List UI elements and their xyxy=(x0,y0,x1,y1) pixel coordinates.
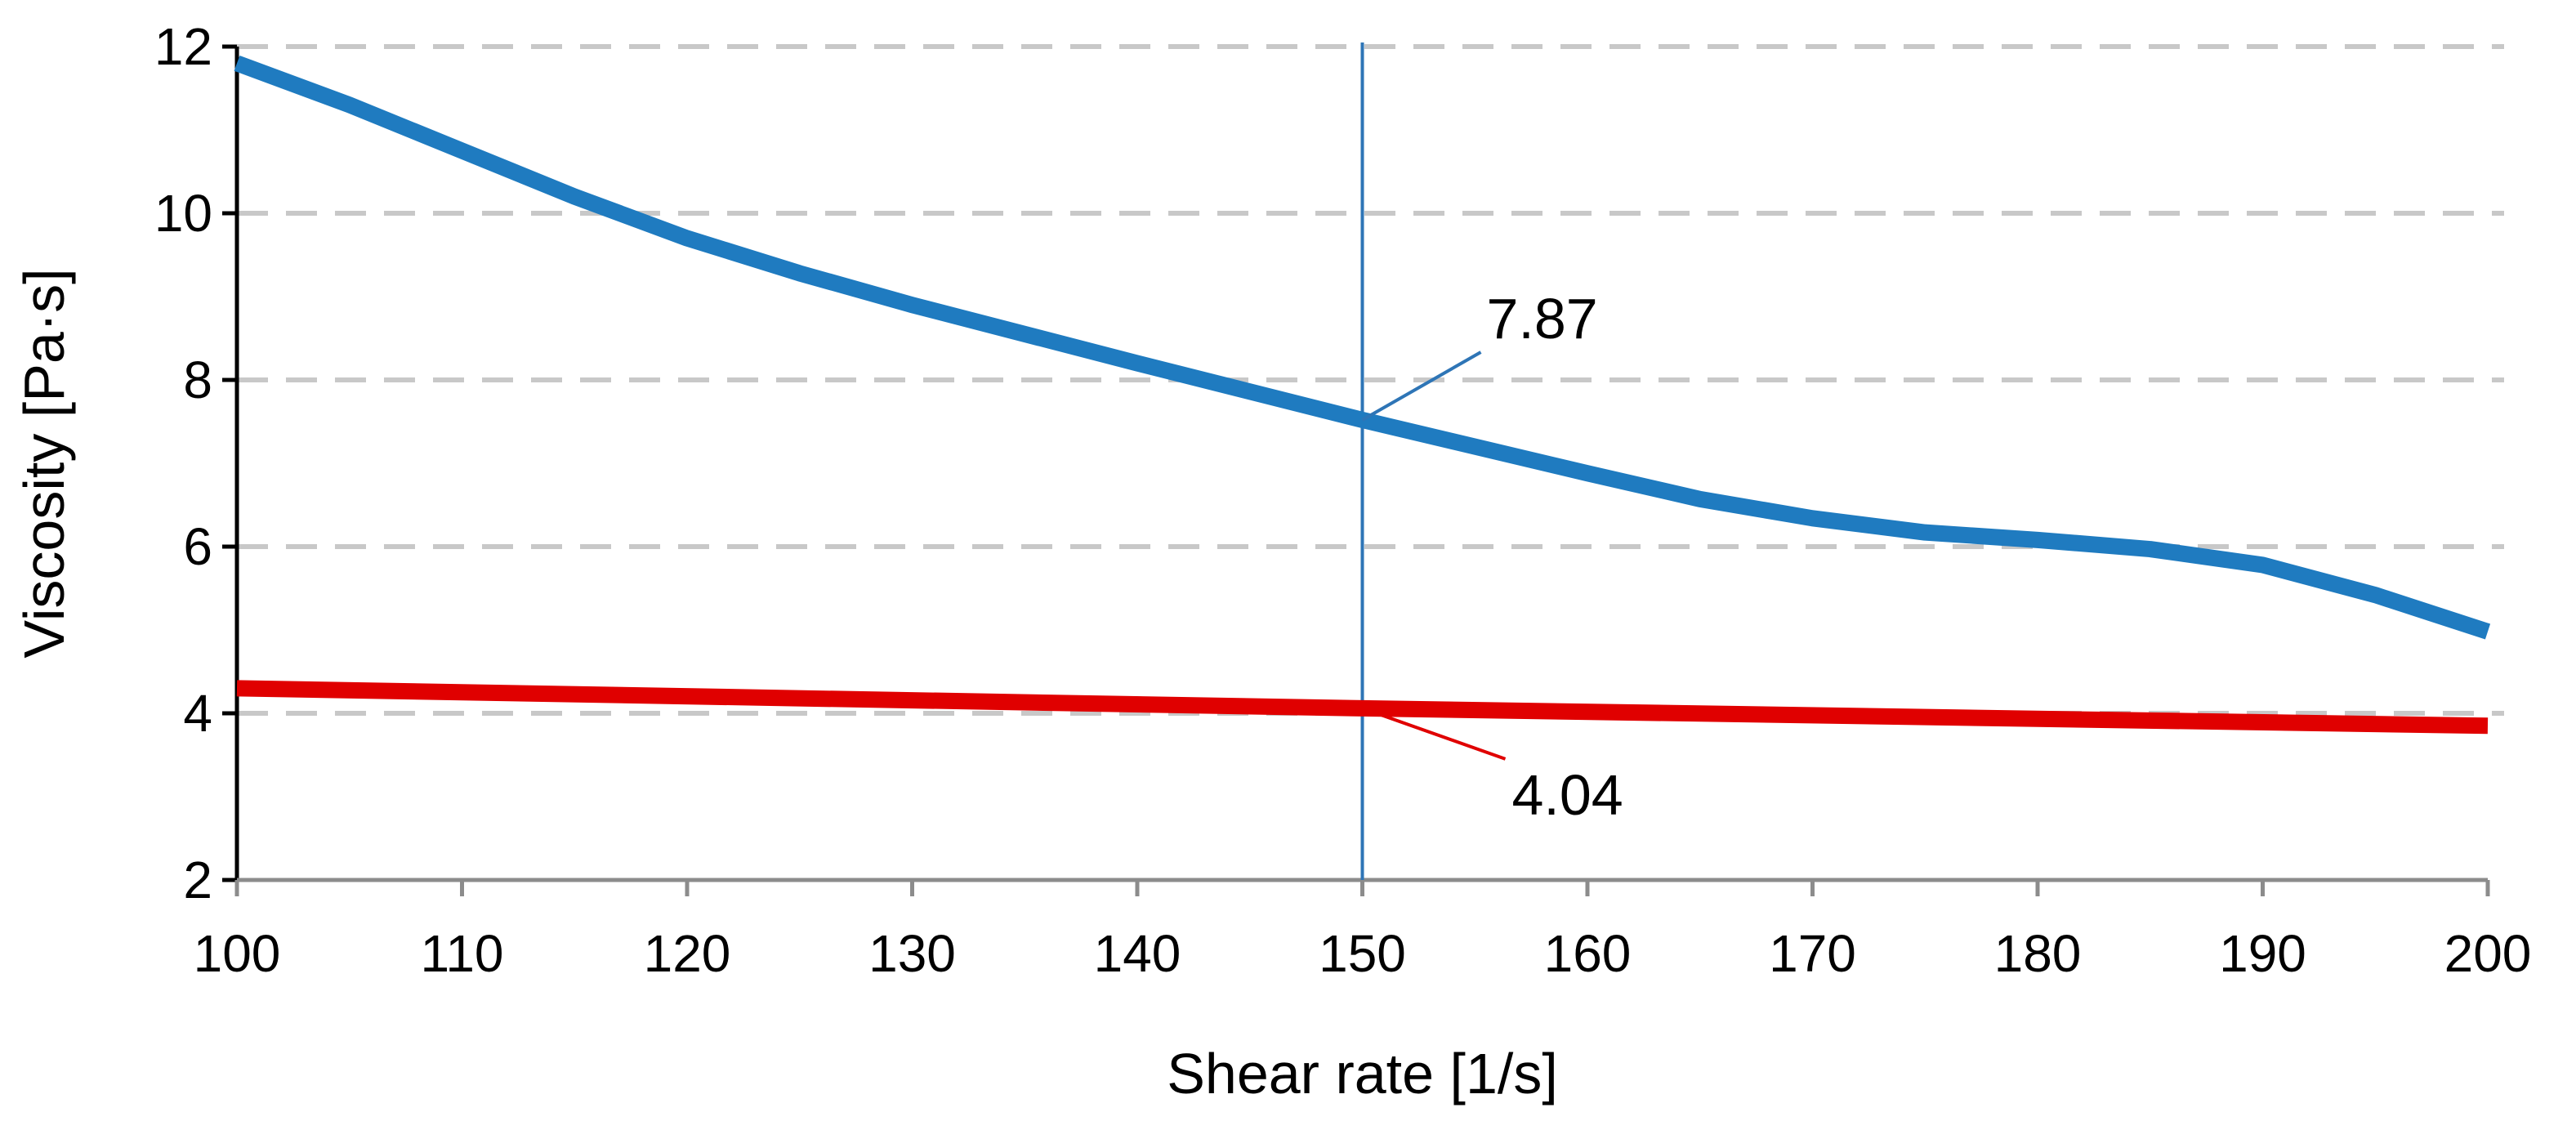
x-tick-label-140: 140 xyxy=(1094,924,1181,983)
series-line-blue xyxy=(234,56,2491,640)
x-tick-label-170: 170 xyxy=(1769,924,1856,983)
x-tick-label-120: 120 xyxy=(644,924,731,983)
tick-labels: 100 110 120 130 140 150 160 170 180 190 200 2 4 6 8 10 1… xyxy=(154,17,2532,983)
x-tick-label-110: 110 xyxy=(420,924,503,983)
grid-lines xyxy=(237,44,2504,716)
annotation-layer: 7.87 4.04 xyxy=(1361,287,1623,827)
y-tick-label-12: 12 xyxy=(154,17,212,76)
x-tick-label-200: 200 xyxy=(2444,924,2532,983)
x-axis-title: Shear rate [1/s] xyxy=(1167,1042,1558,1105)
y-tick-label-4: 4 xyxy=(183,684,212,743)
x-tick-label-130: 130 xyxy=(868,924,956,983)
x-tick-label-150: 150 xyxy=(1319,924,1406,983)
y-tick-label-2: 2 xyxy=(183,851,212,909)
y-tick-label-6: 6 xyxy=(183,517,212,576)
y-tick-label-8: 8 xyxy=(183,351,212,409)
annotation-leader-1 xyxy=(1361,351,1482,422)
axes xyxy=(222,44,2490,896)
x-tick-label-160: 160 xyxy=(1544,924,1632,983)
x-tick-label-100: 100 xyxy=(194,924,281,983)
x-tick-label-180: 180 xyxy=(1994,924,2082,983)
y-tick-label-10: 10 xyxy=(154,184,212,243)
annotation-label-1: 7.87 xyxy=(1487,287,1598,351)
annotation-label-2: 4.04 xyxy=(1512,763,1623,827)
annotation-leader-2 xyxy=(1361,706,1507,761)
x-tick-label-190: 190 xyxy=(2219,924,2306,983)
y-axis-title: Viscosity [Pa·s] xyxy=(12,268,76,658)
